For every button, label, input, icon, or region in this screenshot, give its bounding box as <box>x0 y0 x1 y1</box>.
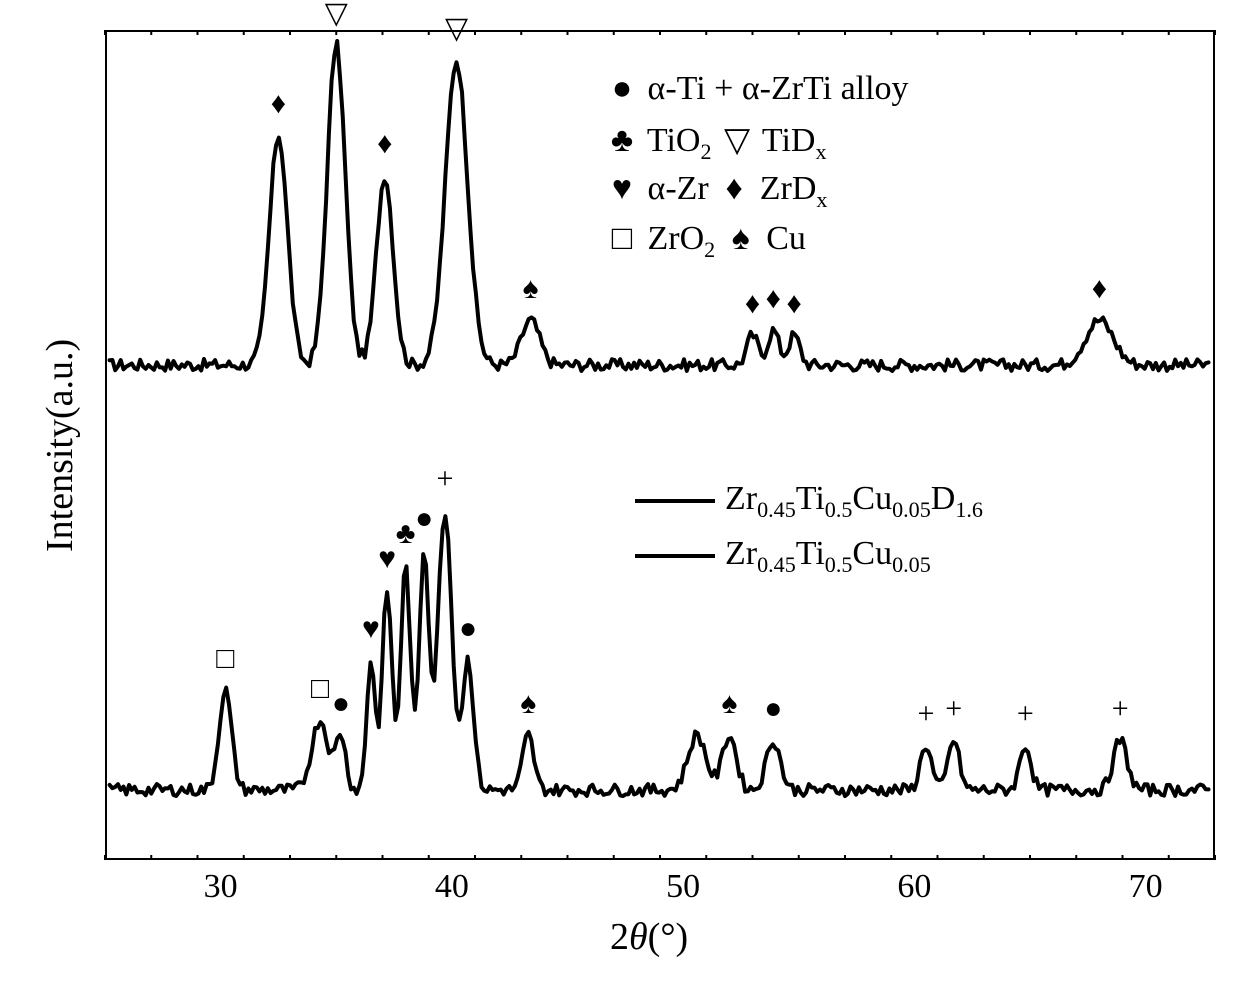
peak-marker: ♠ <box>523 272 539 305</box>
peak-marker: ♣ <box>396 517 416 550</box>
peak-marker: + <box>917 697 934 730</box>
peak-marker: ♦ <box>271 87 286 120</box>
peak-marker: ♦ <box>766 282 781 315</box>
x-tick-label: 40 <box>435 868 469 906</box>
peak-marker: + <box>1017 697 1034 730</box>
peak-marker: ♦ <box>786 287 801 320</box>
x-tick-label: 60 <box>897 868 931 906</box>
peak-marker: ● <box>415 502 433 535</box>
peak-marker: ♥ <box>378 542 396 575</box>
x-tick-label: 50 <box>666 868 700 906</box>
peak-marker: + <box>1112 692 1129 725</box>
legend-sample-entry: Zr0.45Ti0.5Cu0.05 <box>635 535 931 578</box>
peak-marker: ● <box>459 612 477 645</box>
peak-marker: ♦ <box>745 287 760 320</box>
legend-sample-entry: Zr0.45Ti0.5Cu0.05D1.6 <box>635 480 983 523</box>
legend-phase-row: ♣ TiO2 ▽ TiDx <box>605 120 827 165</box>
peak-marker: ▽ <box>325 0 348 30</box>
x-tick-label: 70 <box>1129 868 1163 906</box>
xrd-figure: Intensity(a.u.) ♦▽♦▽♠♦♦♦♦□□●♥♥♣●+●♠♠●+++… <box>0 0 1240 996</box>
peak-marker: ♠ <box>520 687 536 720</box>
peak-marker: ♠ <box>721 687 737 720</box>
peak-marker: + <box>945 692 962 725</box>
legend-phase-row: ● α-Ti + α-ZrTi alloy <box>605 70 909 108</box>
peak-marker: ♥ <box>362 612 380 645</box>
x-tick-label: 30 <box>204 868 238 906</box>
peak-marker: ● <box>764 692 782 725</box>
peak-marker: ♦ <box>1092 272 1107 305</box>
peak-marker: + <box>436 462 453 495</box>
peak-marker: ● <box>332 687 350 720</box>
peak-marker: ♦ <box>377 127 392 160</box>
peak-marker: □ <box>311 672 330 705</box>
x-axis-label: 2θ(°) <box>610 915 688 959</box>
peak-marker: □ <box>216 642 235 675</box>
legend-phase-row: ♥ α-Zr ♦ ZrDx <box>605 170 827 213</box>
legend-phase-row: □ ZrO2 ♠ Cu <box>605 220 806 263</box>
peak-marker: ▽ <box>445 12 468 45</box>
